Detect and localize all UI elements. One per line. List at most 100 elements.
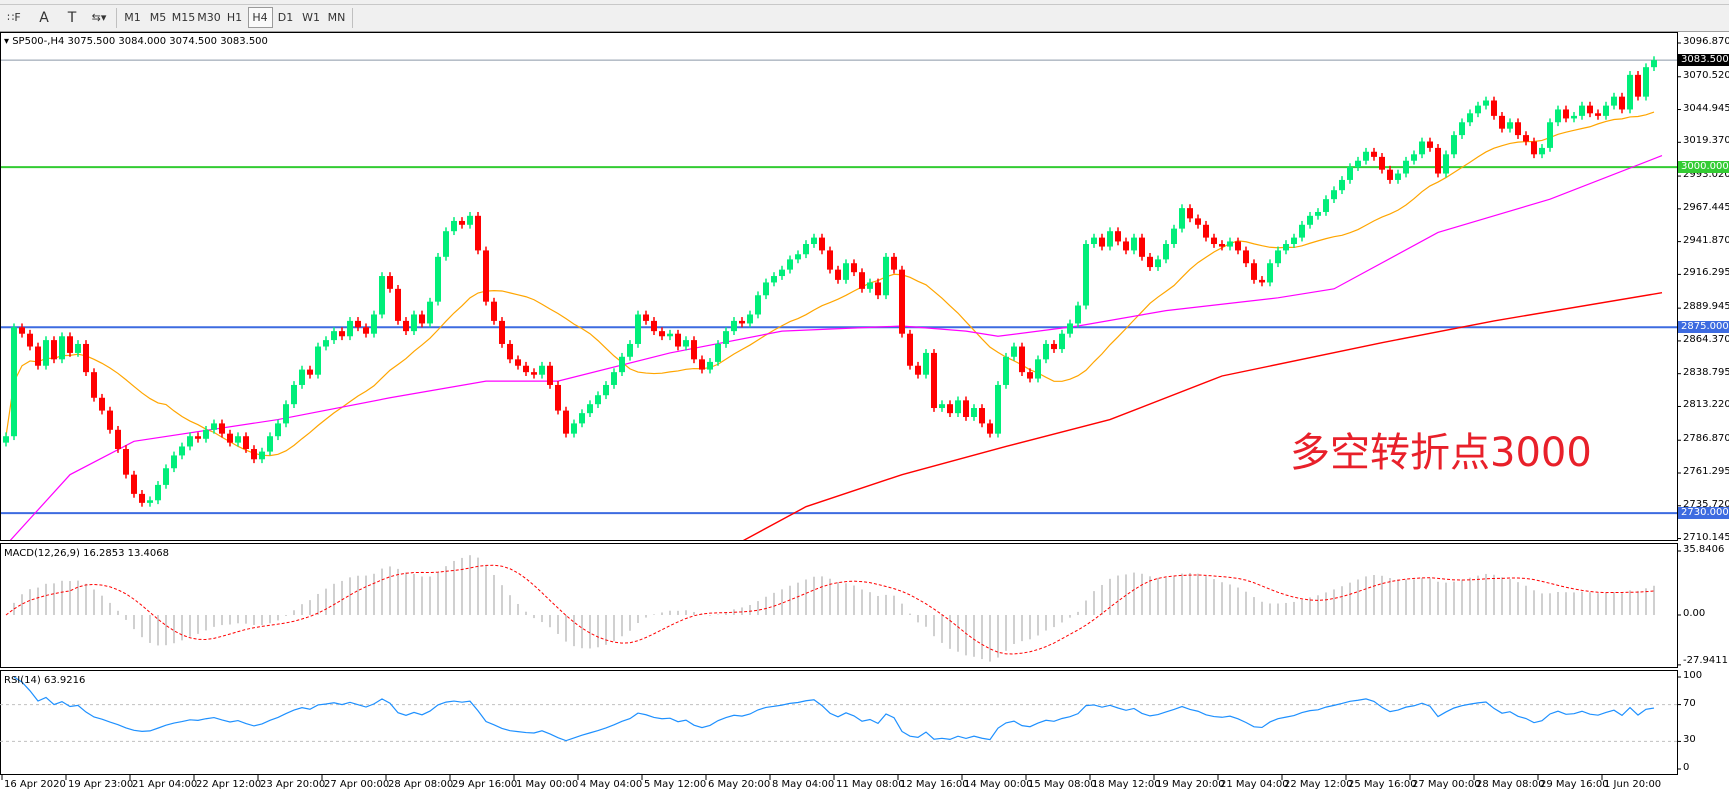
candle (787, 255, 793, 274)
price-axis-label: 2967.445 (1683, 201, 1729, 213)
text-icon[interactable]: A (39, 9, 49, 26)
timeframe-mn-button[interactable]: MN (327, 11, 346, 24)
candle-body (1403, 160, 1409, 174)
time-axis-label: 29 May 16:00 (1540, 779, 1609, 790)
time-axis-label: 1 Jun 20:00 (1604, 779, 1662, 790)
candle (643, 310, 649, 325)
candle-body (563, 410, 569, 434)
candle-body (419, 314, 425, 324)
candle-body (723, 331, 729, 344)
candle-body (1131, 237, 1137, 251)
timeframe-m5-button[interactable]: M5 (149, 11, 167, 24)
candle-body (1619, 96, 1625, 110)
candle-body (555, 384, 561, 411)
candle-body (411, 314, 417, 332)
candle-body (571, 423, 577, 434)
annotation-text: 多空转折点3000 (1290, 430, 1592, 476)
timeframe-h1-button[interactable]: H1 (226, 11, 243, 24)
candle-body (243, 436, 249, 450)
candle-body (91, 372, 97, 398)
macd-panel-frame (0, 543, 1678, 668)
candle (123, 445, 129, 479)
candle (331, 327, 337, 344)
candle-body (115, 429, 121, 450)
candle (379, 272, 385, 319)
candle-body (803, 244, 809, 255)
candle (995, 381, 1001, 438)
candle (1387, 165, 1393, 184)
price-axis-label: 2916.295 (1683, 267, 1729, 279)
time-axis-label: 6 May 20:00 (708, 779, 771, 790)
timeframe-d1-button[interactable]: D1 (277, 11, 294, 24)
macd-signal-line (5, 564, 1655, 655)
candle-body (1267, 263, 1273, 283)
candle-body (1531, 141, 1537, 155)
candle-body (1123, 241, 1129, 251)
candle-body (35, 346, 41, 366)
time-axis-label: 28 Apr 08:00 (388, 779, 454, 790)
candle (235, 432, 241, 447)
candle-body (531, 372, 537, 375)
candle (595, 391, 601, 409)
candle (299, 365, 305, 389)
time-axis-label: 1 May 00:00 (516, 779, 579, 790)
rsi-panel-frame (0, 670, 1678, 775)
price-axis-label: 2761.295 (1683, 466, 1729, 477)
candle-body (443, 231, 449, 257)
candle-body (291, 384, 297, 405)
candle-body (1067, 323, 1073, 334)
candle-body (1435, 147, 1441, 174)
candle-body (347, 320, 353, 337)
candle-body (763, 282, 769, 296)
candle (443, 227, 449, 261)
fibo-icon[interactable]: ∷F (7, 11, 21, 24)
arrows-icon[interactable]: ⇆▾ (91, 11, 107, 24)
time-axis-label: 29 Apr 16:00 (452, 779, 518, 790)
candle-body (267, 436, 273, 452)
candle-body (1563, 109, 1569, 119)
upper-toolbar (0, 0, 1729, 5)
price-axis-label: 2838.795 (1683, 366, 1729, 378)
timeframe-w1-button[interactable]: W1 (302, 11, 320, 24)
candle (1299, 220, 1305, 242)
candle (907, 329, 913, 370)
candle-body (603, 384, 609, 396)
toolbar-separator (116, 8, 117, 28)
candle (1003, 352, 1009, 389)
candle-body (83, 343, 89, 373)
candle (323, 336, 329, 351)
candle-body (1371, 151, 1377, 157)
toolbar-separator (352, 8, 353, 28)
candle-body (1075, 305, 1081, 324)
timeframe-m15-button[interactable]: M15 (171, 11, 196, 24)
candle-body (1427, 141, 1433, 148)
candle-body (915, 365, 921, 375)
candle (1091, 233, 1097, 248)
price-axis-label: 2864.370 (1683, 333, 1729, 345)
timeframe-m1-button[interactable]: M1 (124, 11, 141, 24)
candle (587, 400, 593, 417)
candle-body (1499, 115, 1505, 129)
rsi-axis-label: 100 (1683, 670, 1703, 681)
candle-body (787, 259, 793, 270)
timeframe-m30-button[interactable]: M30 (197, 11, 221, 24)
text-label-icon[interactable]: T (67, 9, 77, 26)
price-axis-label: 3070.520 (1683, 69, 1729, 81)
candle (1043, 340, 1049, 364)
candle-body (435, 256, 441, 302)
candle (707, 358, 713, 374)
timeframe-h4-button[interactable]: H4 (247, 7, 273, 28)
time-axis-label: 16 Apr 2020 (4, 779, 66, 790)
time-axis-label: 19 Apr 23:00 (68, 779, 134, 790)
candle (467, 211, 473, 229)
candle-body (643, 314, 649, 321)
time-axis-label: 8 May 04:00 (772, 779, 835, 790)
ma-fast-line (5, 111, 1655, 457)
candle-body (1507, 122, 1513, 129)
candle (1027, 368, 1033, 383)
candle-body (451, 220, 457, 232)
candle (1307, 211, 1313, 229)
candle (1651, 56, 1657, 72)
candle-body (859, 272, 865, 289)
